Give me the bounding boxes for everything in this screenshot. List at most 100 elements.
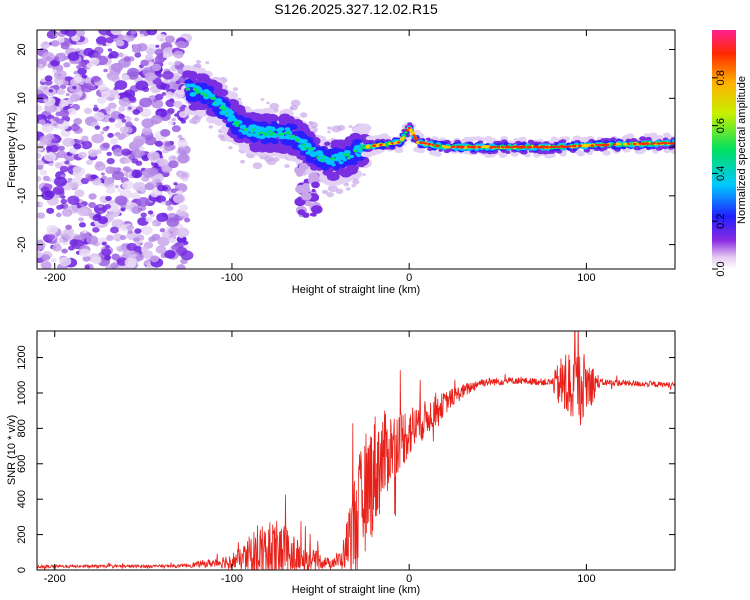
spectrogram-noise-blob xyxy=(155,44,160,48)
spectrogram-band-halo xyxy=(533,153,541,158)
spectrogram-noise-blob xyxy=(80,177,90,185)
spectrogram-ridge-cyan xyxy=(215,100,222,105)
spectrogram-band-red xyxy=(427,142,432,146)
spectrogram-ridge-cyan xyxy=(277,129,283,133)
spectrogram-noise-blob xyxy=(72,165,82,174)
spectrogram-ridge-cyan xyxy=(283,134,291,140)
spectrogram-noise-blob xyxy=(93,52,101,58)
spectrogram-noise-blob xyxy=(101,90,111,98)
spectrogram-noise-blob xyxy=(127,106,133,110)
spectrogram-faint-blob xyxy=(195,59,202,64)
spectrogram-noise-blob xyxy=(118,133,127,140)
snr-y-ticks: 0 200 400 600 800 1000 1200 xyxy=(16,345,675,573)
spectrogram-noise-blob xyxy=(156,33,168,43)
spectrogram-band-red xyxy=(590,144,595,147)
spectrogram-x-axis-title: Height of straight line (km) xyxy=(292,284,420,296)
spectrogram-noise-blob xyxy=(81,135,89,142)
spectrogram-noise-blob xyxy=(128,37,135,42)
spectrogram-ridge-green xyxy=(220,104,225,108)
spectrogram-noise-blob xyxy=(128,95,136,102)
spectrogram-noise-blob xyxy=(160,82,170,91)
spectrogram-spur-blob xyxy=(311,188,316,193)
spectrogram-noise-blob xyxy=(82,229,88,234)
spectrogram-noise-blob xyxy=(130,192,141,200)
snr-y-axis-title: SNR (10 * v/v) xyxy=(6,415,18,485)
spectrogram-faint-blob xyxy=(327,184,338,193)
spectrogram-noise-blob xyxy=(118,113,124,119)
spectrogram-band-yellow xyxy=(399,137,404,141)
spectrogram-band-purple xyxy=(630,137,637,142)
spectrogram-noise-blob xyxy=(176,264,186,269)
spectrogram-noise-blob xyxy=(165,99,176,108)
spectrogram-noise-blob xyxy=(59,165,69,173)
spectrogram-noise-blob xyxy=(160,128,171,137)
spectrogram-band-halo xyxy=(485,137,495,144)
spectrogram-noise-blob xyxy=(114,184,120,189)
spectrogram-noise-blob xyxy=(71,34,81,42)
spectrogram-band-red xyxy=(421,141,425,144)
spectrogram-noise-blob xyxy=(105,37,114,44)
spectrogram-band-red xyxy=(539,146,542,149)
spectrogram-band-halo xyxy=(626,133,635,139)
snr-frame xyxy=(36,330,676,571)
spectrogram-noise-blob xyxy=(120,207,126,212)
spectrogram-ridge-green xyxy=(213,101,217,104)
spectrogram-noise-blob xyxy=(166,205,174,211)
snr-y-tick-label: 800 xyxy=(16,419,28,437)
spectrogram-ridge-cyan xyxy=(189,92,197,97)
spectrogram-ridge-green xyxy=(294,138,300,142)
spectrogram-noise-blob xyxy=(144,136,157,146)
spectrogram-noise-blob xyxy=(119,126,129,134)
spectrogram-noise-blob xyxy=(37,201,40,206)
spectrogram-ridge-cyan xyxy=(305,143,312,149)
spectrogram-faint-blob xyxy=(252,162,263,170)
spectrogram-noise-blob xyxy=(132,181,146,192)
spectrogram-faint-blob xyxy=(326,192,334,198)
spectrogram-noise-blob xyxy=(161,92,167,96)
spectrogram-noise-blob xyxy=(73,76,83,83)
spectrogram-band-halo xyxy=(602,150,611,156)
spectrogram-noise-blob xyxy=(54,176,68,187)
spectrogram-noise-blob xyxy=(51,69,57,73)
spectrogram-faint-blob xyxy=(260,98,265,101)
spectrogram-noise-blob xyxy=(104,106,112,112)
spectrogram-ridge-cyan xyxy=(331,163,336,167)
spectrogram-spur-blob xyxy=(304,200,312,207)
spectrogram-spur-blob xyxy=(302,183,310,189)
spectrogram-noise-blob xyxy=(72,86,77,90)
spectrogram-ridge-green xyxy=(200,92,206,96)
spectrogram-noise-blob xyxy=(137,197,150,207)
spectrogram-noise-blob xyxy=(177,139,188,148)
spectrogram-noise-blob xyxy=(107,48,113,52)
spectrogram-y-ticks: -20 -10 0 10 20 xyxy=(16,43,675,253)
spectrogram-noise-blob xyxy=(154,55,165,63)
spectrogram-noise-blob xyxy=(37,152,42,159)
spectrogram-noise-blob xyxy=(180,119,186,124)
spectrogram-noise-blob xyxy=(83,107,93,115)
colorbar-tick-label: 0.0 xyxy=(715,261,727,276)
spectrogram-band-purple xyxy=(446,148,452,153)
spectrogram-noise-blob xyxy=(106,214,115,221)
spectrogram-noise-blob xyxy=(104,255,112,261)
spectrogram-ridge-cyan xyxy=(342,158,347,162)
spectrogram-noise-blob xyxy=(152,222,157,227)
spectrogram-noise-blob xyxy=(59,84,67,90)
spectrogram-ridge-cyan xyxy=(184,83,192,88)
spectrogram-band-yellow xyxy=(365,145,370,149)
spectrogram-band-yellow xyxy=(408,128,413,132)
spectrogram-noise-blob xyxy=(60,234,71,242)
spectrogram-noise-blob xyxy=(41,51,55,62)
spectrogram-noise-blob xyxy=(121,119,127,123)
spectrogram-noise-blob xyxy=(37,240,46,251)
spectrogram-noise-blob xyxy=(41,190,54,201)
spectrogram-band-red xyxy=(559,144,564,148)
spectrogram-band-red xyxy=(599,143,603,147)
spectrogram-band-halo xyxy=(655,135,664,141)
spectrogram-spur-blob xyxy=(297,166,306,174)
spectrogram-noise-blob xyxy=(145,216,153,223)
spectrogram-ridge-purple xyxy=(187,73,198,80)
snr-x-tick-label: -200 xyxy=(44,573,66,585)
spectrogram-noise-blob xyxy=(56,204,63,210)
spectrogram-noise-blob xyxy=(79,230,90,239)
spectrogram-band-red xyxy=(413,136,418,139)
